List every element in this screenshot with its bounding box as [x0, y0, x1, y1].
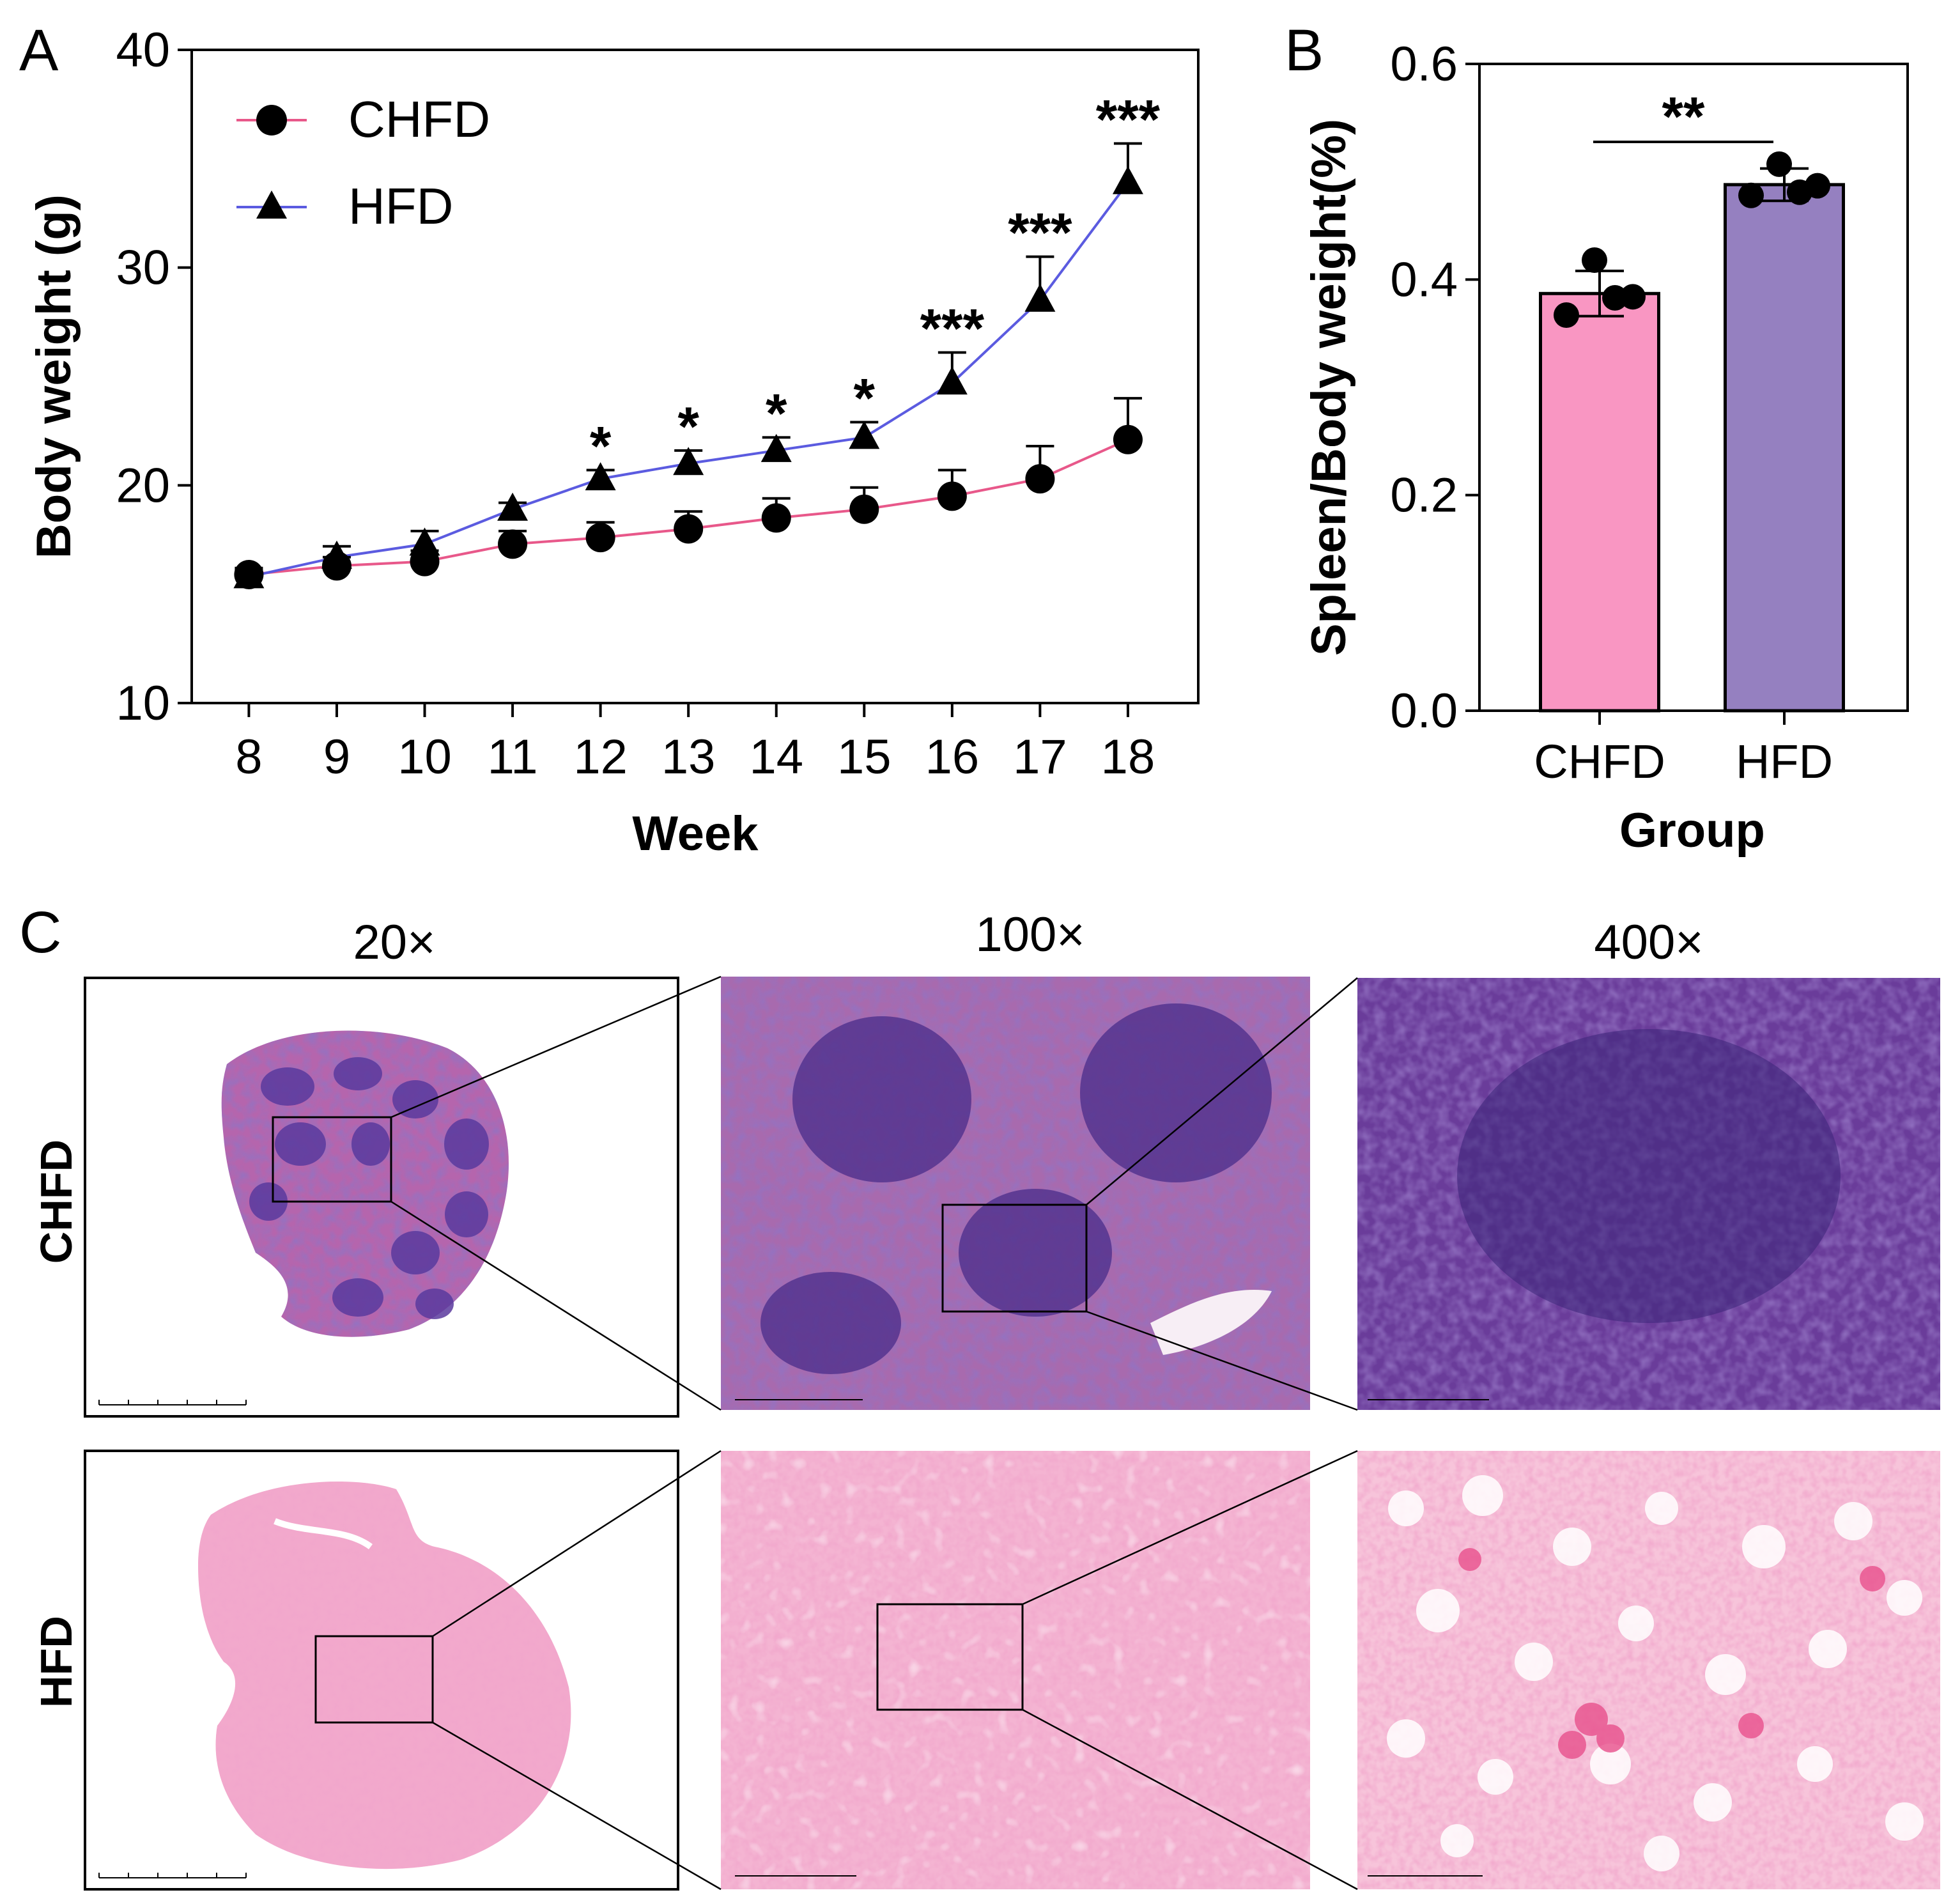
- x-tick-label-a: 13: [661, 730, 716, 784]
- zoom-connectors-chfd: [390, 975, 1358, 1411]
- legend-label-hfd: HFD: [348, 178, 453, 235]
- point-chfd: [498, 529, 528, 559]
- row-label-hfd: HFD: [31, 1616, 81, 1708]
- point-chfd: [1025, 464, 1055, 494]
- significance-marker-a: ***: [1096, 89, 1161, 150]
- chfd-follicles: [760, 1003, 1272, 1374]
- x-tick-label-a: 16: [925, 730, 980, 784]
- chfd-20x-zoom-box: [272, 1116, 392, 1203]
- legend-marker-hfd: [256, 190, 287, 219]
- point-hfd: [409, 527, 440, 556]
- point-chfd: [1113, 424, 1143, 454]
- point-hfd: [1024, 283, 1056, 312]
- y-tick-label-a: 40: [116, 23, 170, 77]
- point-hfd: [233, 560, 265, 589]
- point-hfd: [936, 366, 968, 395]
- row-label-chfd: CHFD: [31, 1140, 81, 1264]
- plot-frame-b: [1478, 63, 1909, 712]
- plot-frame-a: [190, 49, 1200, 704]
- data-point-chfd: [1554, 302, 1579, 328]
- x-tick-label-a: 8: [235, 730, 262, 784]
- data-point-hfd: [1738, 182, 1764, 208]
- point-hfd: [673, 447, 704, 476]
- scale-bar: [98, 1400, 247, 1405]
- x-tick-label-a: 9: [323, 730, 350, 784]
- significance-marker-a: *: [854, 368, 876, 430]
- panel-letter-a: A: [19, 18, 59, 83]
- point-chfd: [674, 514, 704, 544]
- significance-marker-a: ***: [1008, 203, 1072, 264]
- y-tick-label-b: 0.6: [1390, 37, 1458, 91]
- data-point-chfd: [1582, 247, 1607, 273]
- spleen-ratio-bar-chart: Spleen/Body weight(%) Group 0.0 0.2 0.4 0.6…: [1302, 37, 1909, 858]
- point-hfd: [1112, 166, 1143, 194]
- y-tick-label-a: 30: [116, 241, 170, 295]
- column-header-100x: 100×: [975, 908, 1085, 962]
- point-hfd: [849, 421, 880, 449]
- chfd-100x-zoom-box: [941, 1204, 1088, 1313]
- point-hfd: [760, 433, 792, 462]
- x-tick-label-a: 17: [1013, 730, 1067, 784]
- point-hfd: [321, 540, 352, 569]
- chfd-20x-image: [84, 977, 679, 1418]
- chfd-100x-vessel: [1150, 1290, 1272, 1355]
- data-point-hfd: [1766, 151, 1792, 177]
- x-tick-label-a: 10: [398, 730, 452, 784]
- histology-panel: 20× 100× 400× CHFD HFD: [31, 908, 1940, 1891]
- x-tick-label-a: 12: [573, 730, 628, 784]
- legend-label-chfd: CHFD: [348, 91, 490, 148]
- point-hfd: [585, 462, 616, 491]
- y-axis-label-b: Spleen/Body weight(%): [1302, 119, 1356, 656]
- hfd-100x-zoom-box: [876, 1603, 1024, 1711]
- significance-marker-a: *: [590, 415, 612, 477]
- bar-hfd: [1724, 183, 1845, 713]
- hfd-400x-vacuoles: [1387, 1475, 1924, 1871]
- x-tick-label-b: HFD: [1736, 735, 1833, 788]
- panel-letter-b: B: [1285, 18, 1324, 83]
- significance-marker-a: *: [677, 396, 699, 458]
- point-hfd: [497, 492, 529, 521]
- y-tick-label-b: 0.4: [1390, 252, 1458, 307]
- y-axis-label-a: Body weight (g): [27, 194, 81, 559]
- data-point-chfd: [1620, 284, 1646, 310]
- hfd-400x-image: [1357, 1451, 1940, 1889]
- column-header-400x: 400×: [1594, 915, 1703, 970]
- x-tick-label-a: 18: [1101, 730, 1155, 784]
- y-tick-label-b: 0.0: [1390, 684, 1458, 738]
- hfd-20x-zoom-box: [314, 1635, 434, 1724]
- x-tick-label-a: 11: [488, 730, 538, 784]
- y-tick-label-b: 0.2: [1390, 468, 1458, 523]
- scale-bar: [98, 1873, 247, 1878]
- zoom-connectors-hfd: [432, 1450, 1358, 1891]
- panel-letter-c: C: [19, 900, 61, 965]
- y-tick-label-a: 10: [116, 676, 170, 731]
- column-header-20x: 20×: [353, 915, 436, 970]
- point-chfd: [761, 503, 791, 533]
- significance-marker-a: ***: [920, 298, 985, 360]
- point-chfd: [849, 494, 879, 524]
- chfd-white-pulp-nodules: [249, 1057, 489, 1319]
- bar-chfd: [1539, 291, 1660, 713]
- chfd-100x-image: [721, 977, 1310, 1410]
- chfd-400x-dense-center: [1457, 1029, 1841, 1323]
- x-tick-label-b: CHFD: [1534, 735, 1665, 788]
- x-axis-label-a: Week: [632, 807, 759, 861]
- x-tick-label-a: 14: [749, 730, 803, 784]
- hfd-100x-image: [721, 1451, 1310, 1889]
- point-chfd: [937, 481, 967, 511]
- chfd-400x-image: [1357, 978, 1940, 1410]
- legend-marker-chfd: [256, 105, 287, 135]
- significance-marker-a: *: [766, 383, 787, 444]
- body-weight-line-chart: Body weight (g) Week 10 20 30 40 8 9 10 11 12 13…: [27, 23, 1200, 861]
- point-chfd: [585, 523, 615, 553]
- x-axis-label-b: Group: [1619, 803, 1765, 858]
- significance-marker-b: **: [1662, 86, 1705, 148]
- x-tick-label-a: 15: [837, 730, 892, 784]
- hfd-20x-crack: [274, 1518, 373, 1550]
- data-point-hfd: [1805, 173, 1830, 199]
- hfd-400x-red-cells: [1458, 1548, 1885, 1759]
- hfd-20x-image: [84, 1450, 679, 1891]
- y-tick-label-a: 20: [116, 458, 170, 513]
